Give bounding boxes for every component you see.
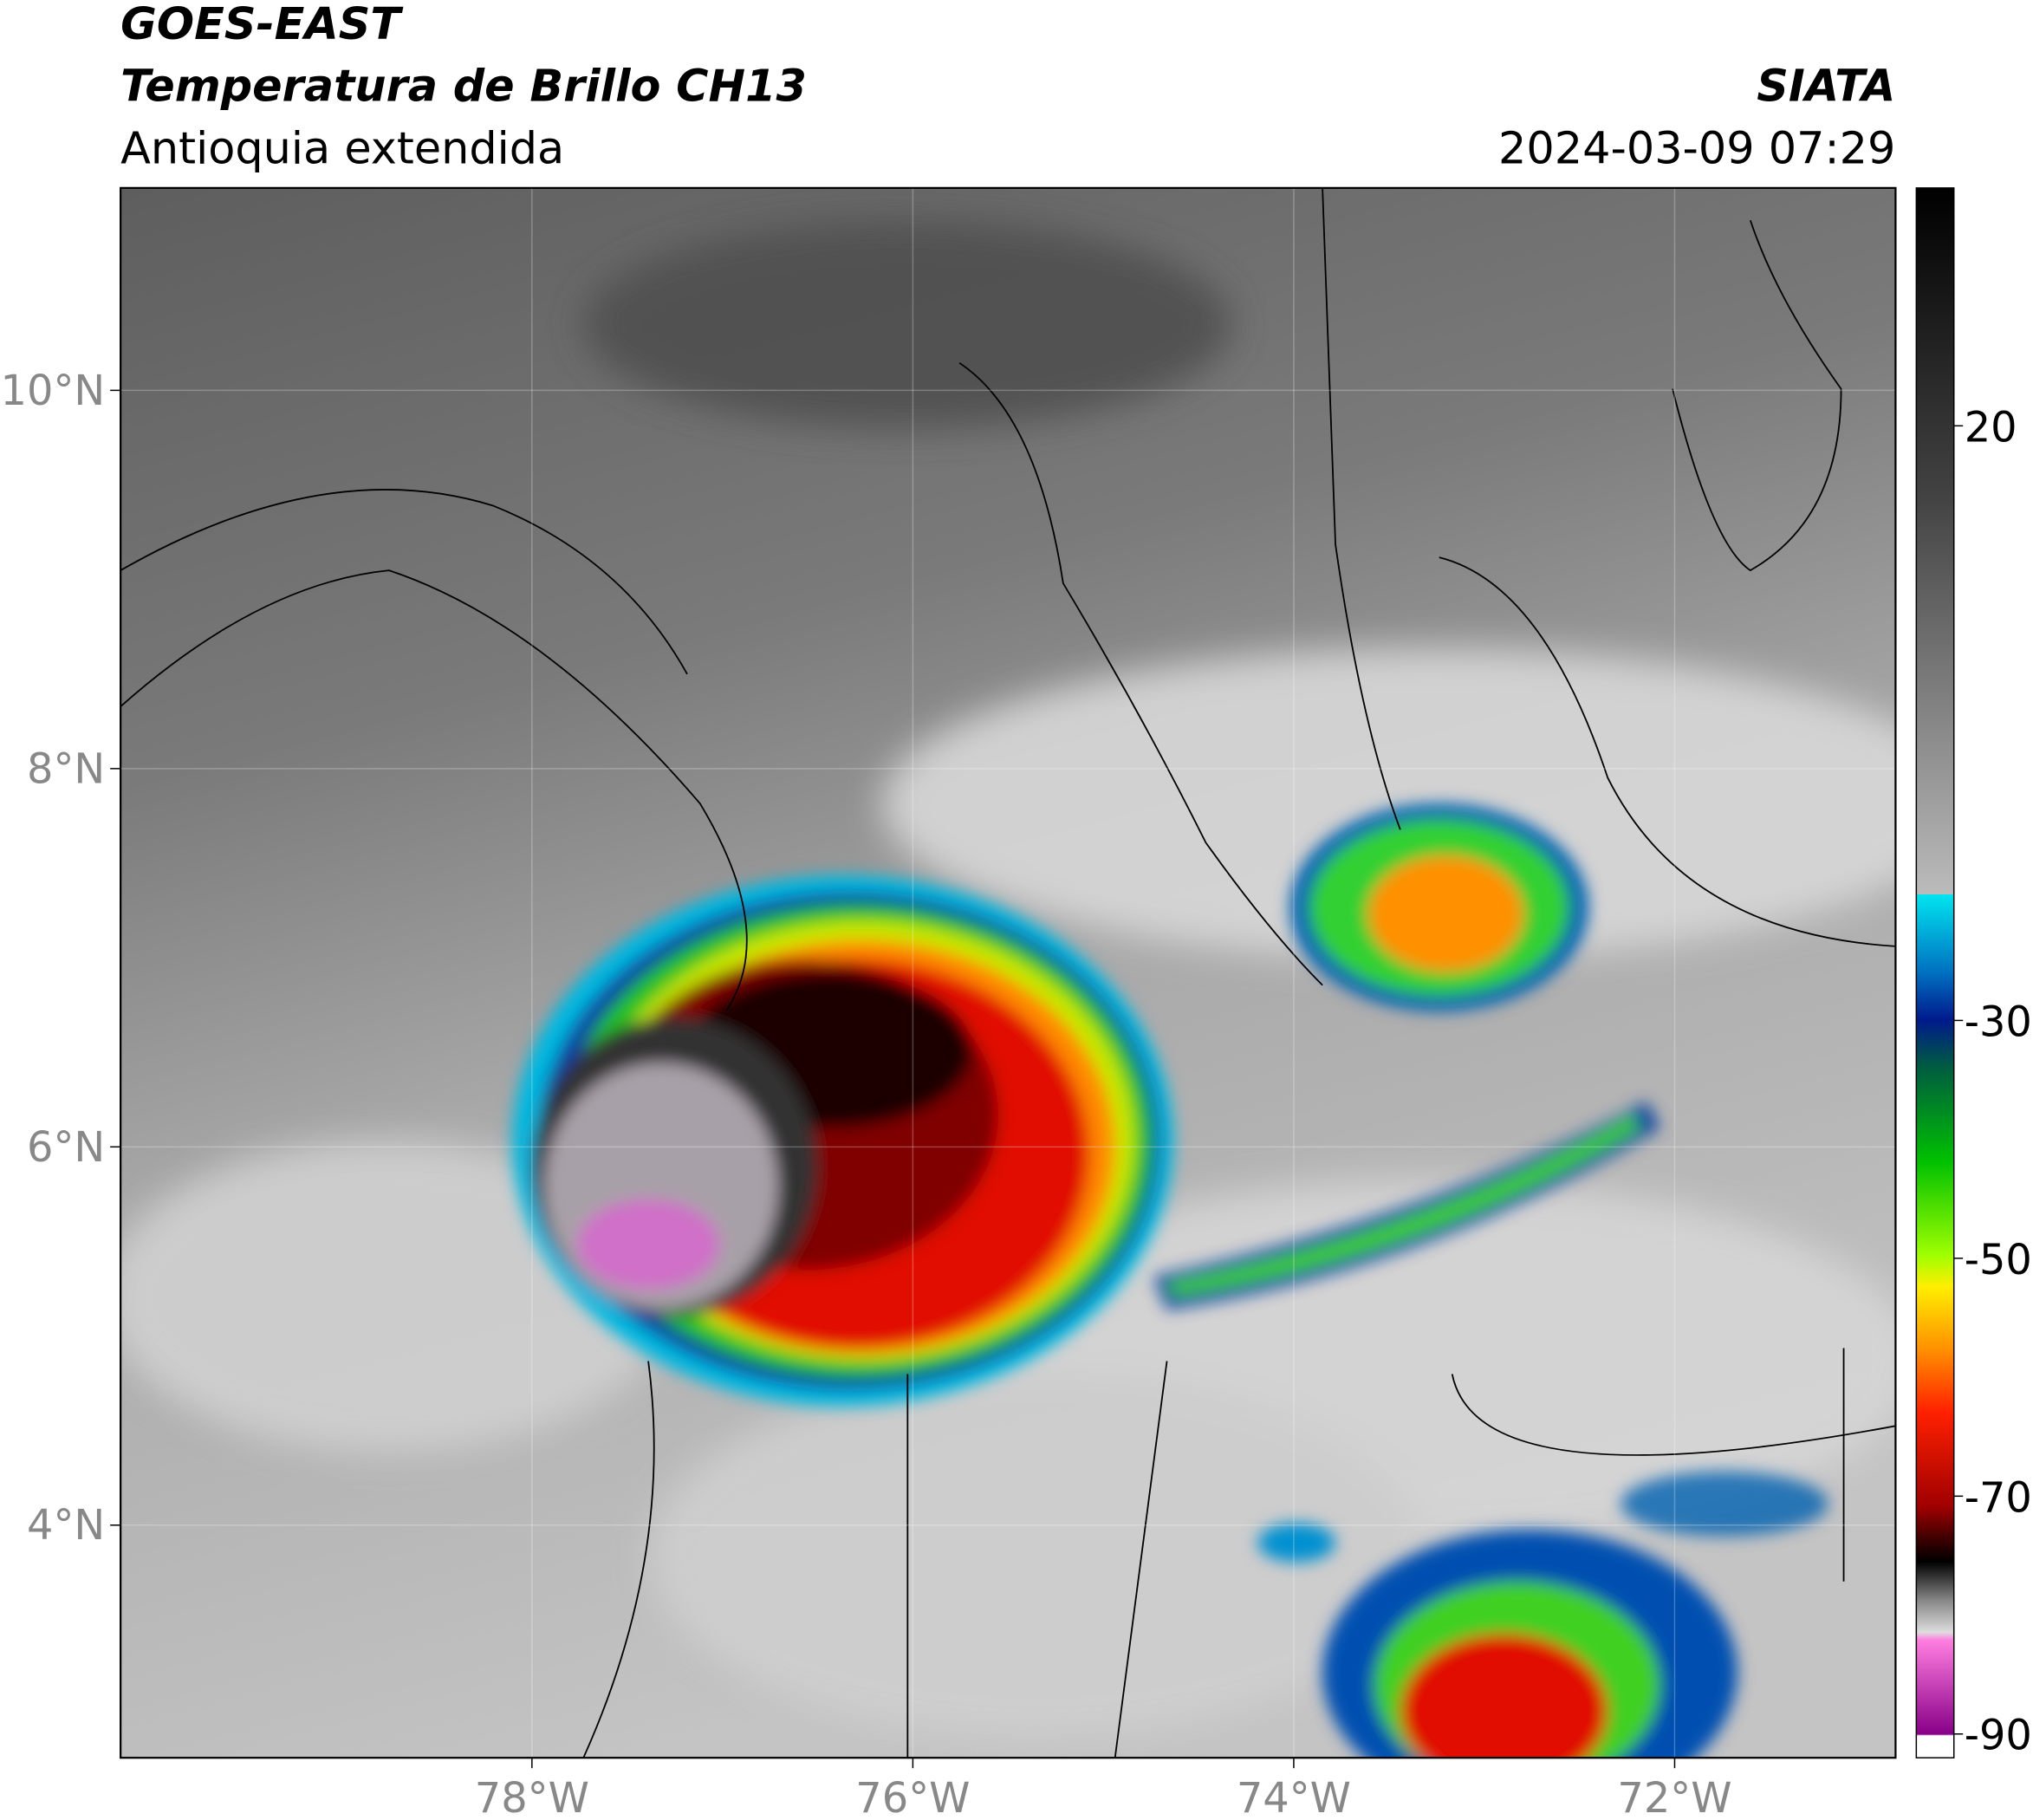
x-tick-label: 74°W (1237, 1775, 1351, 1820)
colorbar (1915, 187, 1955, 1758)
datetime: 2024-03-09 07:29 (1498, 122, 1895, 173)
region: Antioquia extendida (120, 122, 564, 173)
colorbar-tick-label: -30 (1965, 998, 2032, 1046)
y-tick-label: 10°N (1, 367, 106, 415)
x-tick-label: 78°W (475, 1775, 589, 1820)
y-tick-label: 4°N (27, 1502, 105, 1550)
colorbar-tick-label: 20 (1965, 404, 2017, 452)
colorbar-tick-label: -90 (1965, 1713, 2032, 1760)
x-tick-label: 76°W (855, 1775, 970, 1820)
satellite-image (120, 187, 1896, 1758)
y-tick-label: 6°N (27, 1124, 105, 1172)
y-tick-label: 8°N (27, 745, 105, 793)
source: SIATA (1757, 61, 1895, 112)
title: GOES-EAST (120, 0, 404, 49)
colorbar-tick-label: -50 (1965, 1237, 2032, 1284)
subtitle: Temperatura de Brillo CH13 (120, 61, 807, 112)
colorbar-tick-label: -70 (1965, 1474, 2032, 1522)
x-tick-label: 72°W (1617, 1775, 1731, 1820)
map-frame (120, 186, 1897, 1759)
